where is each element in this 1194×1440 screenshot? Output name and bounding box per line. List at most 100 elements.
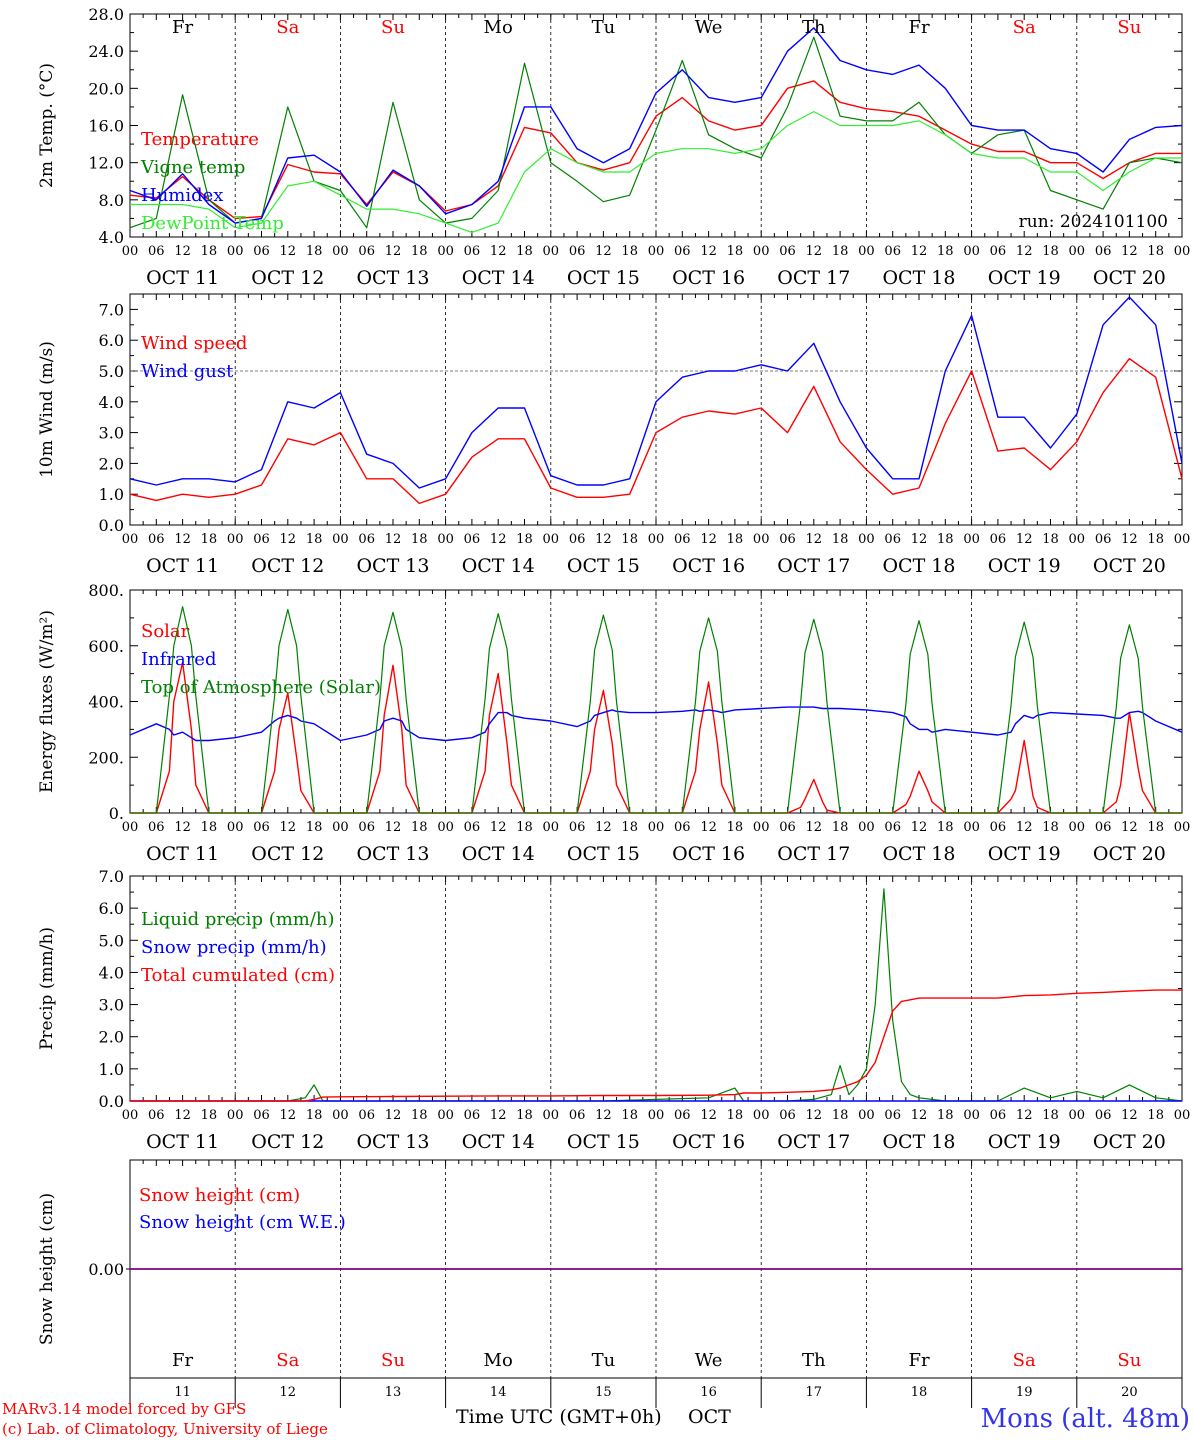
hour-tick-label: 00 <box>963 532 980 547</box>
hour-tick-label: 12 <box>385 244 402 259</box>
day-label-bottom: Su <box>1117 1350 1141 1371</box>
y-tick-label: 0.00 <box>88 1260 124 1279</box>
y-tick-label: 3.0 <box>99 424 124 443</box>
date-tick-label: OCT 14 <box>462 1131 535 1153</box>
day-label-top: Th <box>802 17 826 38</box>
series-line-temp-0 <box>129 80 1182 220</box>
hour-tick-label: 06 <box>884 820 901 835</box>
date-tick-label: OCT 20 <box>1093 843 1166 865</box>
y-tick-label: 4.0 <box>99 393 124 412</box>
hour-tick-label: 00 <box>227 820 244 835</box>
footer-copyright: (c) Lab. of Climatology, University of L… <box>2 1420 328 1438</box>
hour-tick-label: 18 <box>1147 1108 1164 1123</box>
date-tick-label: OCT 12 <box>251 843 324 865</box>
hour-tick-label: 00 <box>753 532 770 547</box>
date-tick-label: OCT 17 <box>777 267 850 289</box>
day-label-top: Sa <box>1013 17 1036 38</box>
hour-tick-label: 18 <box>201 820 218 835</box>
hour-tick-label: 18 <box>621 820 638 835</box>
hour-tick-label: 00 <box>963 244 980 259</box>
date-tick-label: OCT 14 <box>462 843 535 865</box>
hour-tick-label: 12 <box>1016 244 1033 259</box>
hour-tick-label: 00 <box>1174 244 1191 259</box>
hour-tick-label: 00 <box>437 244 454 259</box>
date-tick-label: OCT 11 <box>146 1131 219 1153</box>
series-line-temp-3 <box>130 110 1182 233</box>
date-tick-label: OCT 15 <box>567 1131 640 1153</box>
date-tick-label: OCT 11 <box>146 267 219 289</box>
hour-tick-label: 06 <box>253 532 270 547</box>
hour-tick-label: 18 <box>621 1108 638 1123</box>
hour-tick-label: 12 <box>385 820 402 835</box>
date-tick-label: OCT 13 <box>356 1131 429 1153</box>
day-label-bottom: Mo <box>484 1350 513 1371</box>
hour-tick-label: 18 <box>937 532 954 547</box>
hour-tick-label: 18 <box>937 244 954 259</box>
y-axis-label: Snow height (cm) <box>37 1193 57 1345</box>
day-label-bottom: Sa <box>1013 1350 1036 1371</box>
date-tick-label: OCT 14 <box>462 267 535 289</box>
hour-tick-label: 12 <box>595 244 612 259</box>
y-tick-label: 7.0 <box>99 300 124 319</box>
hour-tick-label: 12 <box>1016 1108 1033 1123</box>
day-number-label: 18 <box>911 1385 928 1400</box>
hour-tick-label: 12 <box>806 820 823 835</box>
hour-tick-label: 06 <box>990 244 1007 259</box>
hour-tick-label: 12 <box>1016 820 1033 835</box>
hour-tick-label: 06 <box>358 244 375 259</box>
y-tick-label: 4.0 <box>99 228 124 247</box>
hour-tick-label: 18 <box>306 244 323 259</box>
hour-tick-label: 06 <box>148 1108 165 1123</box>
legend-entry: Liquid precip (mm/h) <box>141 909 335 930</box>
day-number-label: 20 <box>1121 1385 1138 1400</box>
hour-tick-label: 12 <box>806 532 823 547</box>
day-number-label: 11 <box>174 1385 191 1400</box>
hour-tick-label: 06 <box>464 532 481 547</box>
footer-model: MARv3.14 model forced by GFS <box>2 1400 246 1418</box>
hour-tick-label: 18 <box>516 532 533 547</box>
date-tick-label: OCT 16 <box>672 555 745 577</box>
hour-tick-label: 00 <box>227 1108 244 1123</box>
hour-tick-label: 18 <box>1147 532 1164 547</box>
y-tick-label: 3.0 <box>99 996 124 1015</box>
date-tick-label: OCT 17 <box>777 555 850 577</box>
date-tick-label: OCT 17 <box>777 843 850 865</box>
hour-tick-label: 00 <box>332 244 349 259</box>
y-tick-label: 20.0 <box>88 79 124 98</box>
series-line-wind-1 <box>129 296 1183 489</box>
hour-tick-label: 12 <box>174 1108 191 1123</box>
series-line-flux-2 <box>130 606 1182 814</box>
hour-tick-label: 00 <box>543 244 560 259</box>
legend-entry: Infrared <box>141 649 216 670</box>
date-tick-label: OCT 18 <box>882 1131 955 1153</box>
hour-tick-label: 12 <box>595 1108 612 1123</box>
legend-entry: Wind gust <box>141 361 234 382</box>
date-tick-label: OCT 13 <box>356 267 429 289</box>
legend-entry: DewPoint Temp <box>141 213 284 234</box>
hour-tick-label: 12 <box>490 244 507 259</box>
hour-tick-label: 12 <box>911 532 928 547</box>
hour-tick-label: 18 <box>1042 244 1059 259</box>
day-label-bottom: Th <box>802 1350 826 1371</box>
hour-tick-label: 00 <box>227 244 244 259</box>
day-label-top: Fr <box>908 17 929 38</box>
hour-tick-label: 18 <box>411 532 428 547</box>
date-tick-label: OCT 20 <box>1093 1131 1166 1153</box>
hour-tick-label: 18 <box>306 820 323 835</box>
hour-tick-label: 18 <box>832 532 849 547</box>
hour-tick-label: 00 <box>648 1108 665 1123</box>
hour-tick-label: 06 <box>569 820 586 835</box>
hour-tick-label: 12 <box>174 820 191 835</box>
hour-tick-label: 06 <box>884 1108 901 1123</box>
panel-precip: 0.0 1.0 2.0 3.0 4.0 5.0 6.0 7.0 Precip (mm/h) Liq… <box>37 867 1190 1153</box>
day-number-label: 17 <box>806 1385 823 1400</box>
hour-tick-label: 12 <box>700 532 717 547</box>
hour-tick-label: 06 <box>569 1108 586 1123</box>
date-tick-label: OCT 20 <box>1093 267 1166 289</box>
hour-tick-label: 00 <box>1069 1108 1086 1123</box>
day-number-label: 13 <box>385 1385 402 1400</box>
hour-tick-label: 18 <box>411 820 428 835</box>
hour-tick-label: 12 <box>911 1108 928 1123</box>
series-line-temp-2 <box>129 27 1183 224</box>
